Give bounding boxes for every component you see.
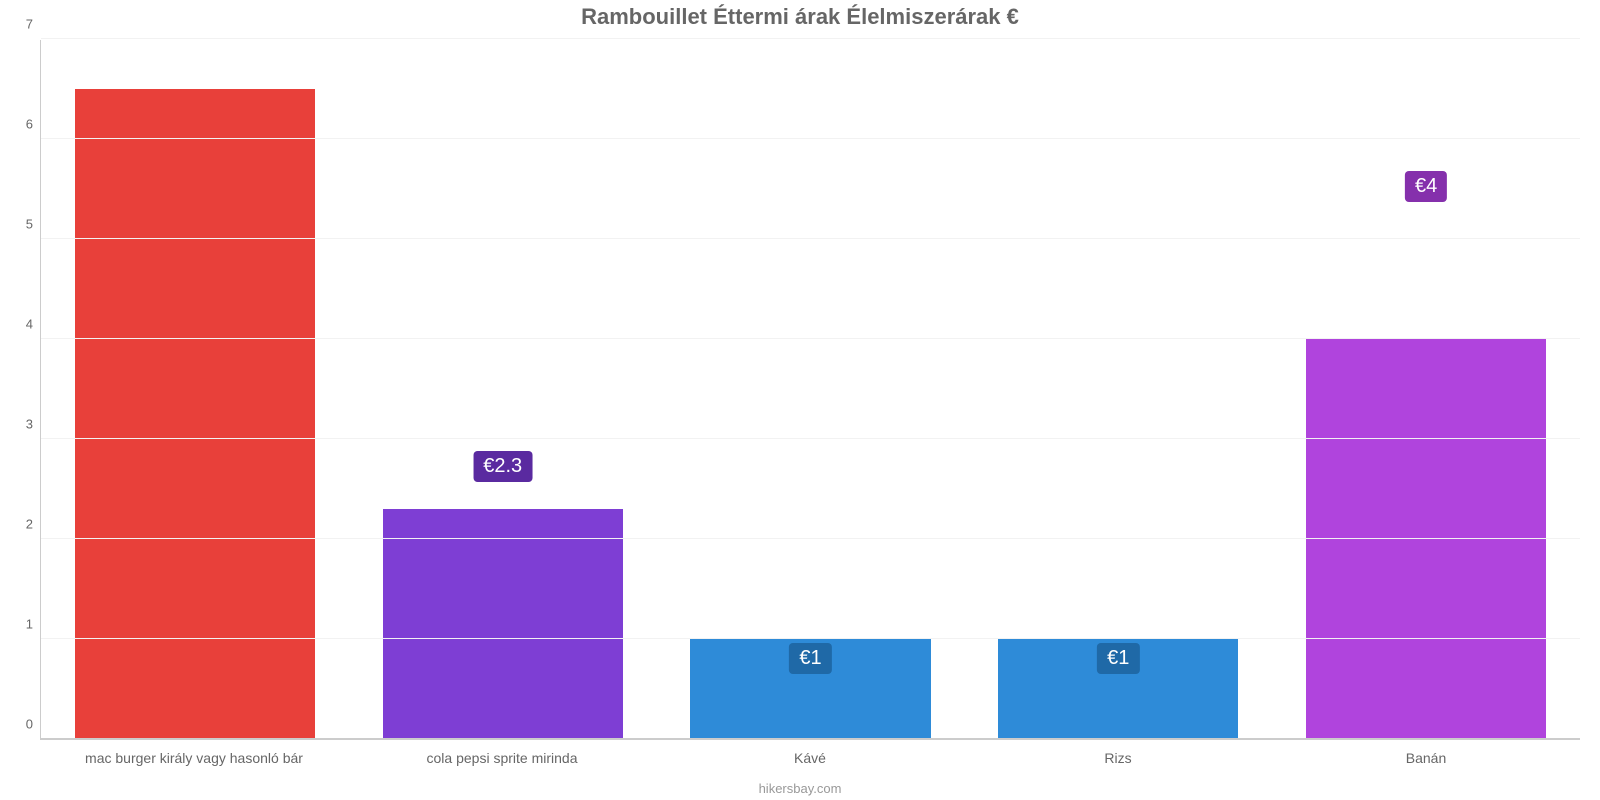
value-label: €4 — [1405, 171, 1447, 202]
bars-container: €6.5 €2.3 €1 €1 €4 — [41, 40, 1580, 739]
bar-slot: €6.5 — [41, 40, 349, 739]
gridline — [41, 238, 1580, 239]
value-label: €2.3 — [473, 451, 532, 482]
y-axis-tick: 6 — [11, 117, 41, 132]
bar-slot: €1 — [964, 40, 1272, 739]
bar-slot: €2.3 — [349, 40, 657, 739]
gridline — [41, 138, 1580, 139]
y-axis-tick: 4 — [11, 317, 41, 332]
y-axis-tick: 3 — [11, 417, 41, 432]
bar: €1 — [998, 639, 1238, 739]
chart-title: Rambouillet Éttermi árak Élelmiszerárak … — [0, 4, 1600, 30]
value-label: €1 — [789, 643, 831, 674]
y-axis-tick: 2 — [11, 517, 41, 532]
bar: €6.5 — [75, 89, 315, 739]
gridline — [41, 638, 1580, 639]
bar: €2.3 — [383, 509, 623, 739]
category-label: Rizs — [964, 740, 1272, 766]
gridline — [41, 738, 1580, 739]
gridline — [41, 538, 1580, 539]
price-bar-chart: Rambouillet Éttermi árak Élelmiszerárak … — [0, 0, 1600, 800]
value-label: €1 — [1097, 643, 1139, 674]
bar-slot: €4 — [1272, 40, 1580, 739]
bar: €4 — [1306, 339, 1546, 739]
gridline — [41, 38, 1580, 39]
category-axis-labels: mac burger király vagy hasonló bárcola p… — [40, 740, 1580, 766]
bar-slot: €1 — [657, 40, 965, 739]
y-axis-tick: 5 — [11, 217, 41, 232]
y-axis-tick: 1 — [11, 617, 41, 632]
category-label: Banán — [1272, 740, 1580, 766]
y-axis-tick: 7 — [11, 17, 41, 32]
y-axis-tick: 0 — [11, 717, 41, 732]
category-label: Kávé — [656, 740, 964, 766]
chart-credit: hikersbay.com — [0, 781, 1600, 796]
bar: €1 — [690, 639, 930, 739]
gridline — [41, 338, 1580, 339]
category-label: cola pepsi sprite mirinda — [348, 740, 656, 766]
category-label: mac burger király vagy hasonló bár — [40, 740, 348, 766]
gridline — [41, 438, 1580, 439]
plot-area: €6.5€2.3€1€1€4 01234567 — [40, 40, 1580, 740]
